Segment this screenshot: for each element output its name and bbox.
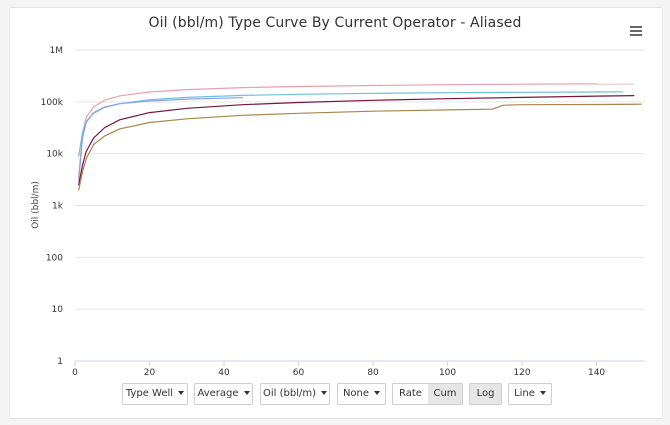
series-line[interactable] <box>78 97 244 182</box>
average-dropdown[interactable]: Average <box>194 383 253 405</box>
y-tick-label: 1k <box>52 202 64 212</box>
chart-type-label: Line <box>514 388 535 399</box>
series-line[interactable] <box>78 83 598 178</box>
chart-title: Oil (bbl/m) Type Curve By Current Operat… <box>148 15 522 31</box>
x-tick-label: 40 <box>218 368 230 378</box>
x-tick-label: 120 <box>513 368 530 378</box>
chevron-down-icon <box>243 391 250 395</box>
chevron-down-icon <box>178 391 185 395</box>
y-tick-label: 1M <box>50 46 64 56</box>
chevron-down-icon <box>539 391 546 395</box>
y-tick-label: 10 <box>52 305 64 315</box>
x-tick-label: 80 <box>367 368 379 378</box>
x-tick-label: 0 <box>72 368 78 378</box>
chart-controls: Type Well Average Oil (bbl/m) None Rate … <box>0 383 670 407</box>
chart-type-dropdown[interactable]: Line <box>508 383 552 405</box>
x-tick-label: 20 <box>144 368 156 378</box>
series-line[interactable] <box>78 103 642 191</box>
log-button[interactable]: Log <box>469 383 502 405</box>
chart-menu-icon[interactable] <box>626 24 648 42</box>
y-tick-label: 10k <box>46 150 63 160</box>
average-label: Average <box>197 388 239 399</box>
chevron-down-icon <box>321 391 327 395</box>
none-dropdown[interactable]: None <box>337 383 386 405</box>
y-axis-label: Oil (bbl/m) <box>31 181 41 229</box>
chevron-down-icon <box>374 391 381 395</box>
none-label: None <box>342 388 370 399</box>
product-dropdown[interactable]: Oil (bbl/m) <box>260 383 330 405</box>
series-line[interactable] <box>78 94 635 186</box>
y-tick-label: 100 <box>46 253 63 263</box>
chart-card <box>9 7 663 419</box>
rate-cum-toggle: Rate Cum <box>392 383 463 405</box>
product-label: Oil (bbl/m) <box>263 388 316 399</box>
y-tick-label: 1 <box>57 357 63 367</box>
type-well-label: Type Well <box>125 388 174 399</box>
x-tick-label: 60 <box>293 368 305 378</box>
rate-button[interactable]: Rate <box>399 388 422 399</box>
y-tick-label: 100k <box>41 98 64 108</box>
x-tick-label: 140 <box>588 368 605 378</box>
cum-button[interactable]: Cum <box>428 384 462 404</box>
x-tick-label: 100 <box>439 368 456 378</box>
type-well-dropdown[interactable]: Type Well <box>122 383 188 405</box>
